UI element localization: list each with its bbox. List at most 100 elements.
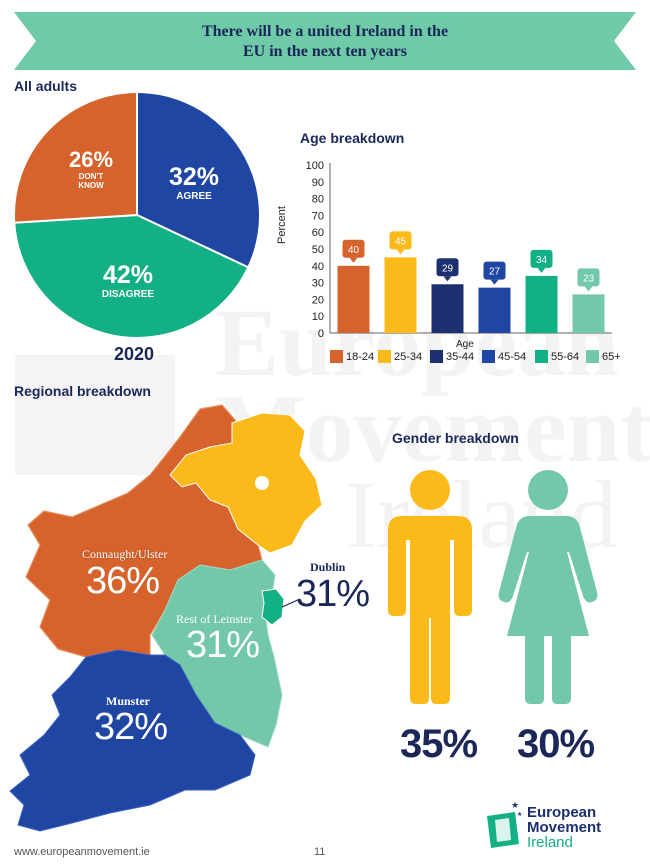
legend-item-65+: 65+ bbox=[586, 350, 621, 363]
page-number: 11 bbox=[314, 846, 326, 858]
bar-18-24 bbox=[337, 265, 370, 333]
leinster-name: Rest of Leinster bbox=[176, 612, 253, 626]
bar-value-pointer bbox=[349, 257, 358, 263]
bar-value-label: 27 bbox=[489, 267, 501, 278]
bar-xlabel: Age bbox=[456, 339, 474, 350]
pie-label-dontknow: 26% DON'T KNOW bbox=[60, 147, 122, 191]
bar-value-label: 23 bbox=[583, 273, 595, 284]
bar-value-pointer bbox=[443, 276, 452, 282]
bar-value-badge bbox=[436, 258, 459, 277]
bar-ytick-label: 30 bbox=[312, 278, 324, 290]
legend-label: 18-24 bbox=[346, 350, 375, 363]
bar-value-badge bbox=[483, 261, 506, 280]
legend-swatch bbox=[430, 350, 443, 363]
footer-url[interactable]: www.europeanmovement.ie bbox=[14, 846, 150, 858]
female-pct: 30% bbox=[517, 722, 595, 766]
bar-ytick-label: 100 bbox=[306, 160, 324, 172]
legend-item-18-24: 18-24 bbox=[330, 350, 374, 363]
bar-value-pointer bbox=[584, 286, 593, 292]
bar-45-54 bbox=[478, 287, 511, 333]
legend-swatch bbox=[482, 350, 495, 363]
connaught-pct: 36% bbox=[86, 560, 160, 602]
legend-label: 35-44 bbox=[446, 350, 475, 363]
pie-disagree-pct: 42% bbox=[102, 261, 154, 289]
dublin-name: Dublin bbox=[310, 560, 346, 574]
pie-slice-disagree bbox=[13, 213, 250, 339]
pie-slice-don-t-know bbox=[13, 90, 138, 224]
bar-value-badge bbox=[577, 268, 600, 287]
lough-neagh bbox=[255, 476, 269, 490]
legend-item-45-54: 45-54 bbox=[482, 350, 526, 363]
bar-value-pointer bbox=[396, 249, 405, 255]
bar-value-badge bbox=[389, 231, 412, 250]
bar-ytick-label: 10 bbox=[312, 311, 324, 323]
bar-ytick-label: 60 bbox=[312, 227, 324, 239]
logo-text: European Movement Ireland bbox=[527, 804, 602, 851]
munster-pct: 32% bbox=[94, 706, 168, 748]
bar-ytick-label: 70 bbox=[312, 210, 324, 222]
svg-text:★: ★ bbox=[511, 801, 519, 811]
bar-55-64 bbox=[525, 275, 558, 333]
pie-dontknow-text: DON'T KNOW bbox=[78, 172, 104, 190]
pie-disagree-text: DISAGREE bbox=[101, 289, 155, 300]
age-heading: Age breakdown bbox=[300, 130, 405, 146]
watermark-logo-block bbox=[15, 355, 175, 475]
pie-dontknow-pct: 26% bbox=[68, 147, 114, 172]
dublin-pct: 31% bbox=[296, 573, 370, 615]
svg-text:★: ★ bbox=[517, 811, 522, 818]
bar-ytick-label: 50 bbox=[312, 244, 324, 256]
pie-chart bbox=[13, 90, 261, 339]
age-bar-chart: 0 10 20 30 40 50 60 70 80 90 100 40 45 29 27 34 23 bbox=[306, 160, 612, 340]
bar-value-pointer bbox=[537, 267, 546, 273]
bar-value-label: 45 bbox=[395, 236, 407, 247]
bar-ytick-label: 20 bbox=[312, 294, 324, 306]
regional-heading: Regional breakdown bbox=[14, 383, 151, 399]
legend-item-25-34: 25-34 bbox=[378, 350, 422, 363]
bar-ytick-label: 40 bbox=[312, 261, 324, 273]
connaught-name: Connaught/Ulster bbox=[82, 547, 168, 561]
bar-value-label: 34 bbox=[536, 255, 548, 266]
bar-value-pointer bbox=[490, 279, 499, 285]
pie-agree-pct: 32% bbox=[168, 163, 220, 191]
region-dublin bbox=[261, 588, 285, 626]
region-munster bbox=[9, 649, 256, 832]
bar-65+ bbox=[572, 294, 605, 333]
legend-label: 55-64 bbox=[551, 350, 580, 363]
region-north bbox=[169, 412, 323, 554]
legend-swatch bbox=[535, 350, 548, 363]
bar-value-label: 29 bbox=[442, 263, 454, 274]
logo-icon: ★ ★ bbox=[487, 801, 522, 848]
pie-label-disagree: 42% DISAGREE bbox=[88, 261, 168, 301]
bar-ylabel: Percent bbox=[276, 206, 288, 244]
pie-year-label: 2020 bbox=[114, 344, 155, 364]
bar-value-badge bbox=[530, 249, 553, 268]
male-pct: 35% bbox=[400, 722, 478, 766]
pie-agree-text: AGREE bbox=[176, 191, 212, 202]
bar-value-label: 40 bbox=[348, 245, 360, 256]
bar-value-badge bbox=[342, 239, 365, 258]
legend-label: 45-54 bbox=[498, 350, 527, 363]
bar-25-34 bbox=[384, 257, 417, 333]
legend-swatch bbox=[330, 350, 343, 363]
legend-label: 25-34 bbox=[394, 350, 423, 363]
bar-ytick-label: 90 bbox=[312, 177, 324, 189]
legend-item-35-44: 35-44 bbox=[430, 350, 474, 363]
title-banner bbox=[14, 12, 636, 70]
leinster-pct: 31% bbox=[186, 624, 260, 666]
pie-slice-agree bbox=[136, 90, 261, 269]
page-title: There will be a united Ireland in the EU… bbox=[201, 23, 449, 60]
bar-35-44 bbox=[431, 284, 464, 333]
gender-heading: Gender breakdown bbox=[392, 430, 519, 446]
legend-swatch bbox=[586, 350, 599, 363]
all-adults-label: All adults bbox=[14, 78, 78, 94]
legend-item-55-64: 55-64 bbox=[535, 350, 579, 363]
munster-name: Munster bbox=[106, 694, 150, 708]
legend-label: 65+ bbox=[602, 350, 621, 363]
ireland-map bbox=[9, 404, 323, 832]
legend-swatch bbox=[378, 350, 391, 363]
male-icon bbox=[388, 470, 472, 704]
bar-ytick-label: 0 bbox=[318, 328, 324, 340]
female-icon bbox=[498, 470, 598, 704]
bar-ytick-label: 80 bbox=[312, 194, 324, 206]
pie-label-agree: 32% AGREE bbox=[162, 163, 226, 203]
